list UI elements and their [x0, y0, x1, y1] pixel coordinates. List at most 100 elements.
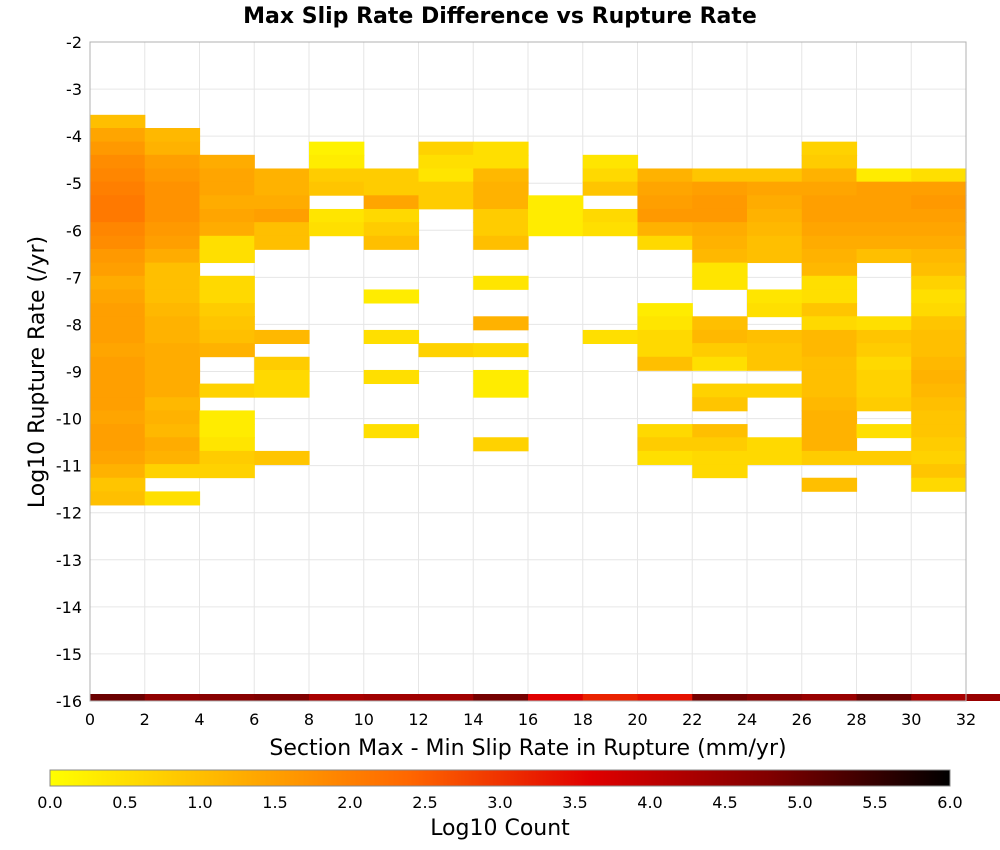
heatmap-cell: [90, 154, 146, 169]
heatmap-cell: [90, 289, 146, 304]
heatmap-cell: [90, 369, 146, 385]
heatmap-cell: [692, 437, 748, 452]
heatmap-cell: [801, 410, 858, 425]
heatmap-cell: [199, 181, 255, 196]
colorbar-tick-label: 0.5: [112, 793, 137, 812]
x-tick-label: 2: [140, 710, 150, 729]
heatmap-cell: [199, 154, 255, 169]
heatmap-cell: [801, 154, 858, 169]
heatmap-cell: [747, 694, 803, 701]
heatmap-cell: [473, 343, 529, 358]
heatmap-cell: [309, 694, 365, 701]
heatmap-cell: [199, 222, 255, 237]
heatmap-cell: [692, 208, 748, 224]
heatmap-cell: [144, 235, 201, 250]
heatmap-cell: [418, 694, 474, 701]
heatmap-cell: [856, 235, 912, 250]
heatmap-cell: [144, 195, 201, 210]
heatmap-cell: [911, 248, 967, 264]
heatmap-cell: [856, 694, 912, 701]
heatmap-cell: [801, 168, 858, 183]
heatmap-cell: [801, 289, 858, 304]
heatmap-cell: [747, 329, 803, 344]
y-tick-label: -10: [56, 410, 82, 429]
heatmap-cell: [199, 450, 255, 465]
colorbar-tick-labels: 0.0 0.5 1.0 1.5 2.0 2.5 3.0 3.5 4.0 4.5 5.0 5.5 6.0: [37, 793, 962, 812]
heatmap-cell: [144, 127, 201, 143]
heatmap-cell: [692, 195, 748, 210]
heatmap-cell: [90, 343, 146, 358]
heatmap-cell: [856, 222, 912, 237]
heatmap-cell: [637, 222, 693, 237]
heatmap-cell: [856, 424, 912, 439]
heatmap-cell: [199, 168, 255, 183]
heatmap-cell: [144, 491, 201, 506]
heatmap-cell: [199, 208, 255, 224]
heatmap-cell: [309, 208, 365, 224]
heatmap-cell: [747, 195, 803, 210]
heatmap-cell: [90, 114, 146, 129]
heatmap-cell: [90, 477, 146, 492]
heatmap-cell: [199, 424, 255, 439]
colorbar-tick-label: 6.0: [937, 793, 962, 812]
heatmap-cell: [254, 369, 310, 385]
heatmap-cell: [144, 343, 201, 358]
heatmap-cell: [90, 329, 146, 344]
heatmap-cell: [911, 195, 967, 210]
heatmap-cell: [911, 168, 967, 183]
x-tick-label: 28: [846, 710, 866, 729]
heatmap-cell: [856, 248, 912, 264]
heatmap-cell: [637, 424, 693, 439]
y-tick-label: -3: [66, 80, 82, 99]
colorbar-tick-label: 2.0: [337, 793, 362, 812]
colorbar-tick-label: 1.0: [187, 793, 212, 812]
colorbar-tick-label: 5.0: [787, 793, 812, 812]
heatmap-cell: [363, 235, 420, 250]
heatmap-cell: [692, 248, 748, 264]
heatmap-cell: [856, 208, 912, 224]
colorbar: [49, 769, 951, 787]
heatmap-cell: [90, 464, 146, 479]
heatmap-cell: [254, 329, 310, 344]
heatmap-cell: [473, 154, 529, 169]
heatmap-cell: [692, 424, 748, 439]
heatmap-cell: [801, 397, 858, 412]
heatmap-cell: [144, 694, 201, 701]
plot-frame: [89, 41, 967, 702]
heatmap-cell: [637, 356, 693, 371]
heatmap-cell: [911, 477, 967, 492]
heatmap-cell: [90, 248, 146, 264]
heatmap-cell: [90, 303, 146, 318]
x-tick-label: 22: [682, 710, 702, 729]
heatmap-cell: [144, 248, 201, 264]
heatmap-cell: [199, 694, 255, 701]
heatmap-cell: [747, 208, 803, 224]
heatmap-cell: [692, 464, 748, 479]
heatmap-cell: [637, 208, 693, 224]
heatmap-cell: [418, 141, 474, 156]
heatmap-cell: [856, 343, 912, 358]
heatmap-cell: [637, 343, 693, 358]
heatmap-cell: [911, 397, 967, 412]
heatmap-cell: [801, 356, 858, 371]
colorbar-tick-label: 4.5: [712, 793, 737, 812]
heatmap-cell: [801, 424, 858, 439]
heatmap-cell: [144, 464, 201, 479]
heatmap-cell: [473, 222, 529, 237]
heatmap-cell: [801, 235, 858, 250]
heatmap-cell: [144, 208, 201, 224]
heatmap-cell: [911, 235, 967, 250]
heatmap-cell: [692, 329, 748, 344]
heatmap-cell: [856, 383, 912, 398]
heatmap-cell: [911, 343, 967, 358]
heatmap-cell: [747, 383, 803, 398]
x-tick-label: 12: [408, 710, 428, 729]
heatmap-cell: [911, 410, 967, 425]
heatmap-cell: [199, 275, 255, 290]
heatmap-cell: [363, 208, 420, 224]
heatmap-cell: [199, 437, 255, 452]
heatmap-cell: [363, 424, 420, 439]
heatmap-cell: [90, 356, 146, 371]
heatmap-cell: [473, 181, 529, 196]
